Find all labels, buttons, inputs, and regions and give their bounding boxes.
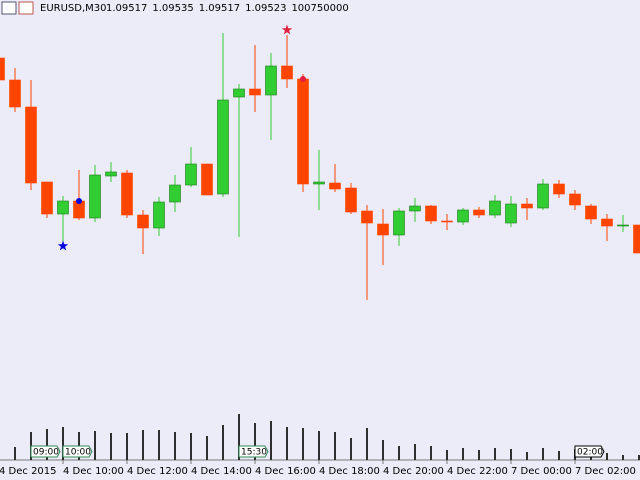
candle-body	[329, 182, 341, 190]
marker-star	[281, 24, 293, 35]
candle-body	[457, 209, 469, 223]
candle-body	[217, 99, 229, 195]
candle-body	[553, 183, 565, 195]
candle-body	[569, 193, 581, 206]
header-value: 1.09517	[106, 3, 147, 14]
time-tag-label: 02:00	[577, 448, 603, 458]
candle-body	[185, 163, 197, 186]
candle-body	[537, 183, 549, 209]
candle-body	[41, 181, 53, 215]
candle-body	[9, 79, 21, 108]
candle-body	[233, 88, 245, 98]
x-tick-label: 7 Dec 00:00	[511, 466, 572, 477]
x-tick-label: 4 Dec 18:00	[319, 466, 380, 477]
x-tick-label: 4 Dec 16:00	[255, 466, 316, 477]
time-tag-label: 09:00	[33, 448, 59, 458]
candle-body	[57, 200, 69, 215]
time-tag	[238, 445, 269, 458]
header-value: 1.09517	[199, 3, 240, 14]
x-tick-label: 4 Dec 2015	[0, 466, 57, 477]
candle-body	[361, 210, 373, 224]
icon	[1, 1, 17, 15]
candle-body	[89, 174, 101, 219]
candle-body	[201, 163, 213, 196]
x-tick-label: 4 Dec 14:00	[191, 466, 252, 477]
header-value: 1.09523	[245, 3, 286, 14]
marker-star	[57, 240, 69, 251]
candle-body	[377, 223, 389, 236]
candle-body	[617, 224, 629, 227]
candle-body	[137, 214, 149, 229]
candle-body	[393, 210, 405, 236]
candle-body	[313, 181, 325, 185]
candle-body	[505, 203, 517, 224]
candle-body	[473, 209, 485, 216]
candle-body	[121, 172, 133, 216]
candle-body	[105, 171, 117, 177]
marker-dot	[76, 198, 82, 204]
time-tag-label: 15:30	[241, 448, 267, 458]
x-tick-label: 7 Dec 02:00	[575, 466, 636, 477]
marker-dot	[300, 76, 306, 82]
time-tag-label: 10:00	[65, 448, 91, 458]
candle-body	[297, 78, 309, 185]
time-tag	[574, 445, 605, 458]
x-tick-label: 4 Dec 10:00	[63, 466, 124, 477]
candle-body	[601, 218, 613, 227]
candle-body	[0, 57, 5, 81]
candle-body	[169, 184, 181, 203]
candle-body	[585, 205, 597, 220]
candle-body	[521, 203, 533, 209]
candle-body	[153, 201, 165, 229]
header-value: 1.09535	[152, 3, 193, 14]
x-tick-label: 4 Dec 12:00	[127, 466, 188, 477]
candle-body	[633, 224, 640, 254]
candle-body	[489, 200, 501, 216]
symbol: EURUSD,M30	[40, 3, 106, 14]
header-value: 100750000	[291, 3, 348, 14]
x-tick-label: 4 Dec 20:00	[383, 466, 444, 477]
x-tick-label: 4 Dec 22:00	[447, 466, 508, 477]
time-tag	[62, 445, 93, 458]
icon	[18, 1, 34, 15]
candle-body	[265, 65, 277, 96]
candle-body	[425, 205, 437, 222]
time-tag	[30, 445, 61, 458]
candle-body	[25, 106, 37, 184]
candle-body	[345, 187, 357, 213]
candle-body	[409, 205, 421, 212]
candle-body	[249, 88, 261, 96]
candle-body	[441, 220, 453, 223]
candle-body	[281, 65, 293, 80]
